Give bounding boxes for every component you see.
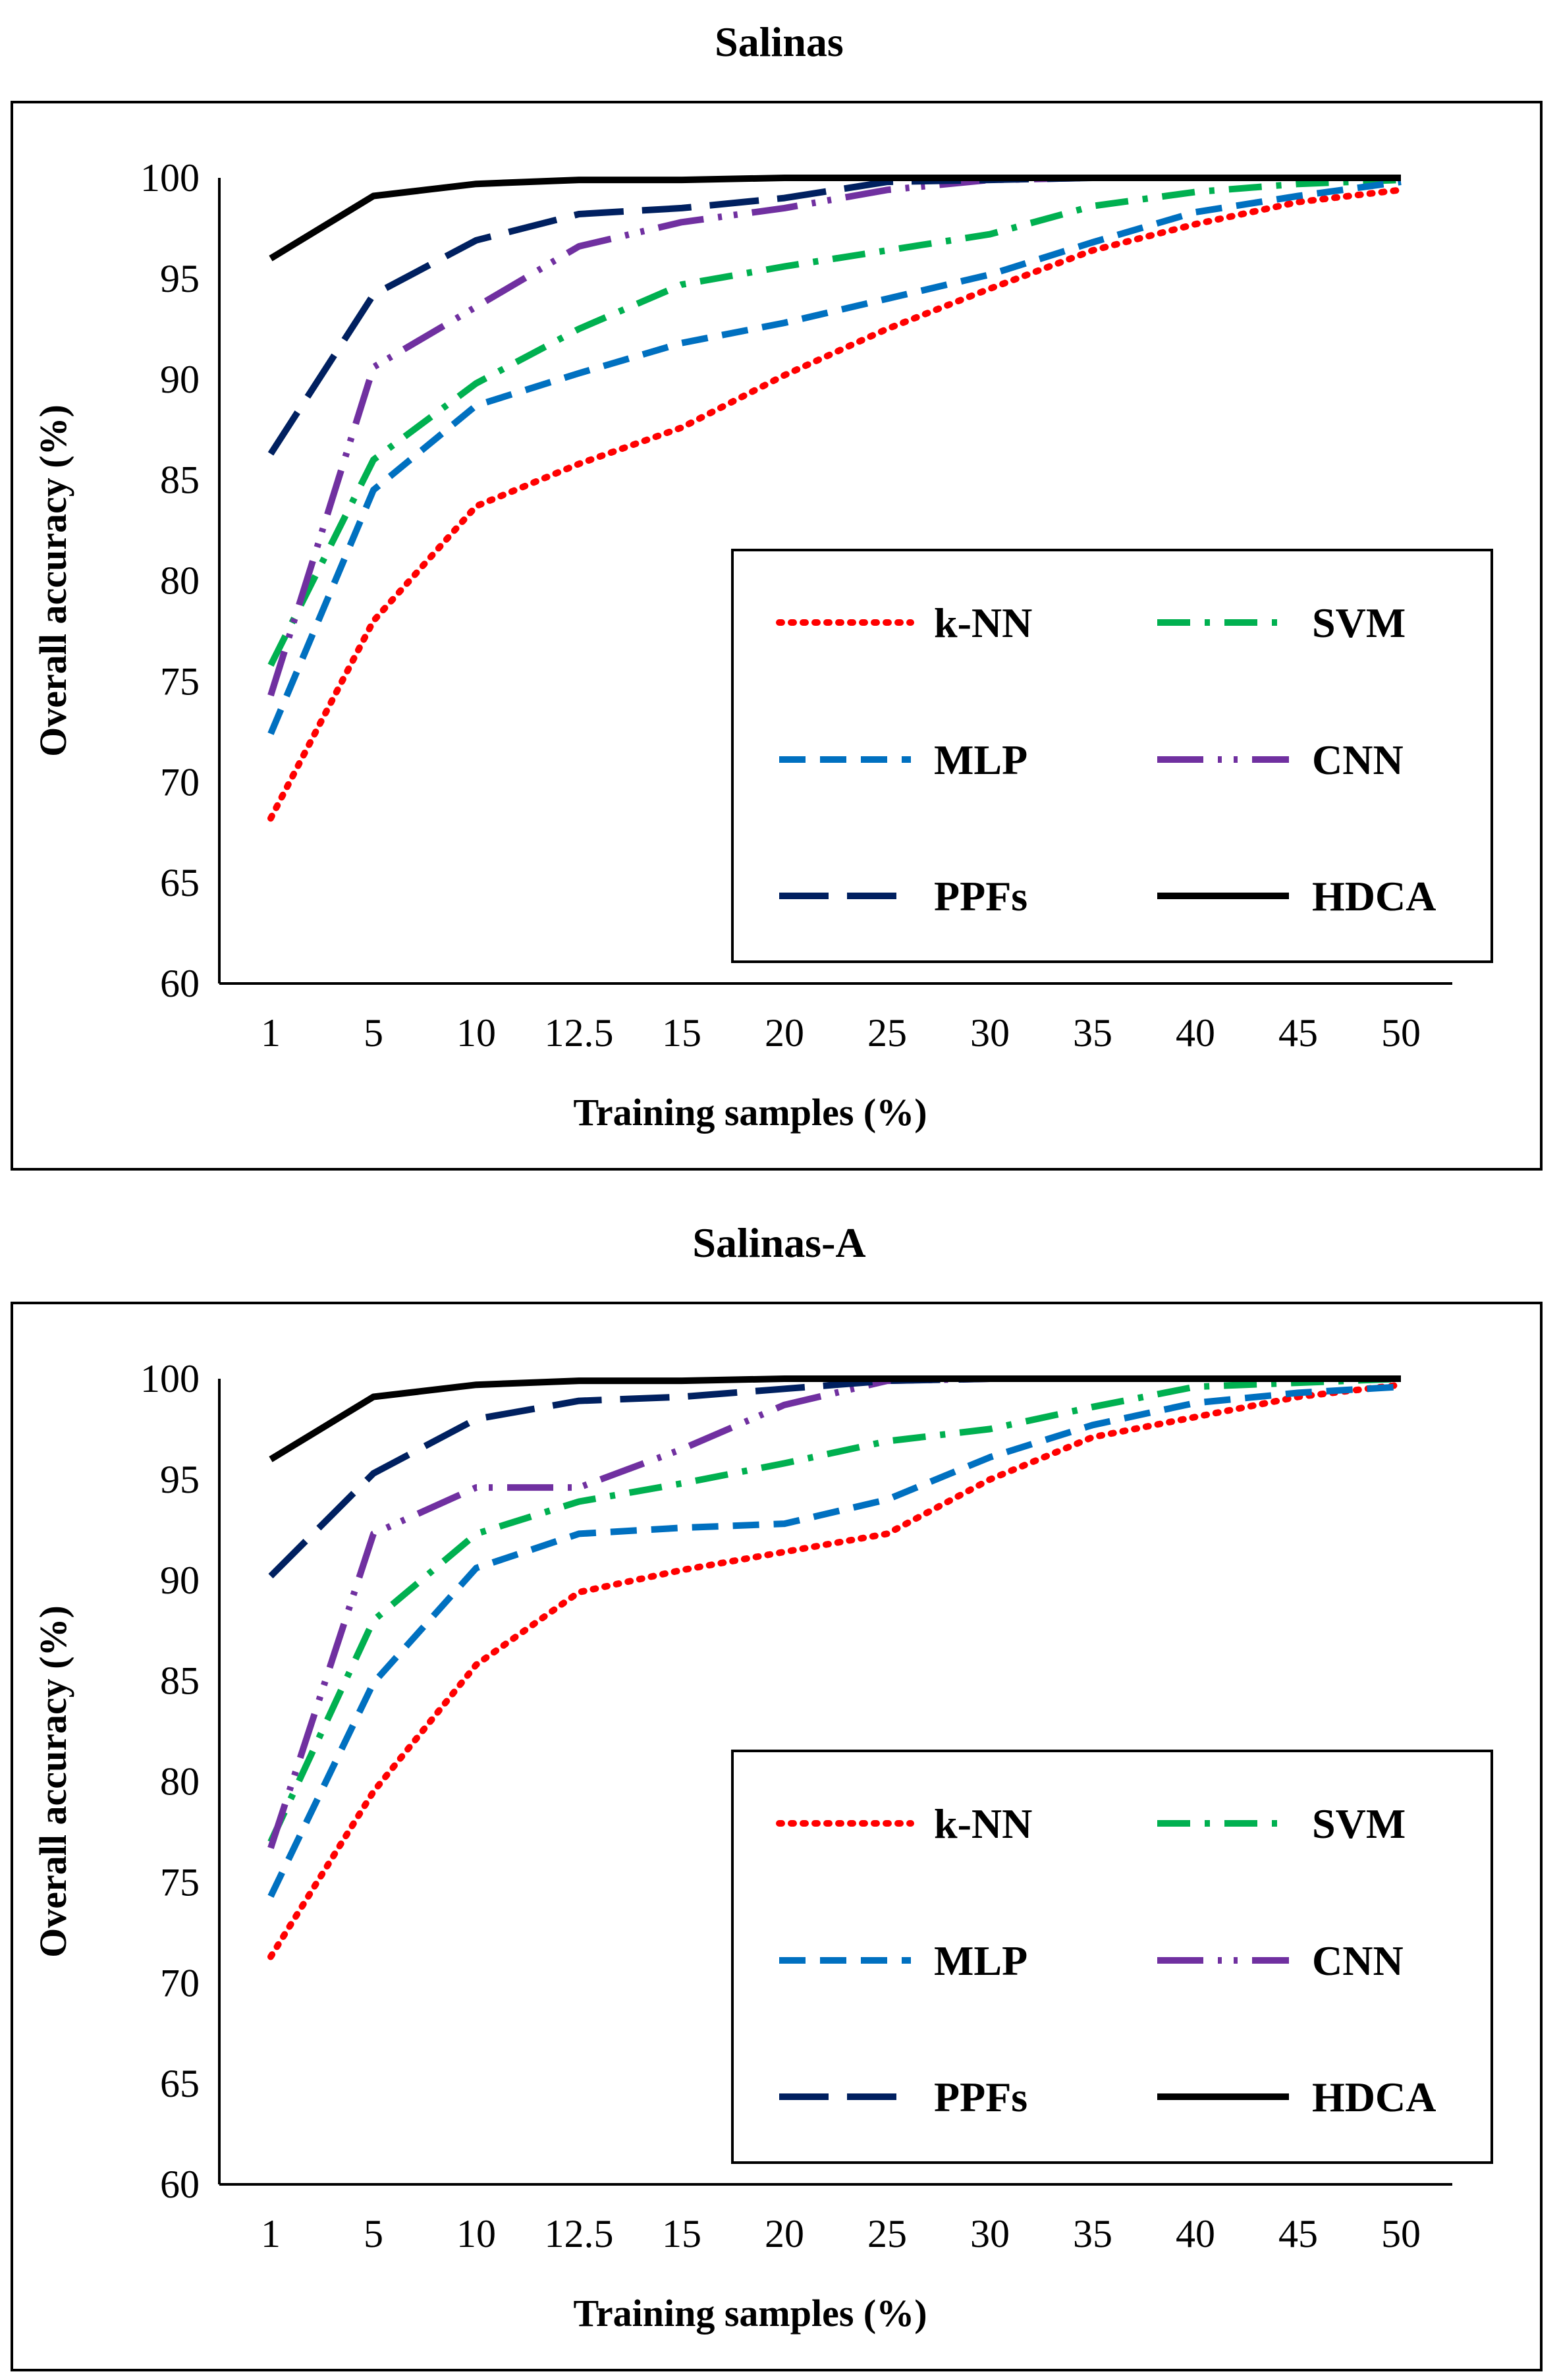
y-tick-label: 60 bbox=[160, 962, 200, 1005]
legend-label-hdca: HDCA bbox=[1312, 873, 1436, 920]
x-tick-label: 12.5 bbox=[545, 1011, 614, 1055]
y-tick-label: 80 bbox=[160, 559, 200, 603]
legend-label-cnn: CNN bbox=[1312, 1937, 1404, 1984]
figure: Salinas60657075808590951001 5 10 12.5 15 20 25… bbox=[0, 0, 1559, 2380]
x-tick-label: 30 bbox=[970, 2212, 1010, 2255]
x-tick-label: 1 bbox=[261, 1011, 281, 1055]
x-axis-label: Training samples (%) bbox=[573, 1091, 927, 1134]
y-tick-label: 95 bbox=[160, 257, 200, 300]
y-tick-label: 75 bbox=[160, 659, 200, 703]
x-tick-label: 25 bbox=[867, 1011, 907, 1055]
x-tick-label: 20 bbox=[765, 1011, 804, 1055]
y-tick-label: 90 bbox=[160, 1559, 200, 1602]
x-tick-label: 40 bbox=[1176, 2212, 1215, 2255]
legend-label-cnn: CNN bbox=[1312, 736, 1404, 783]
y-tick-label: 95 bbox=[160, 1458, 200, 1501]
y-tick-label: 70 bbox=[160, 1961, 200, 2005]
x-tick-label: 35 bbox=[1073, 1011, 1112, 1055]
legend-label-mlp: MLP bbox=[934, 1937, 1027, 1984]
y-tick-label: 90 bbox=[160, 358, 200, 401]
x-tick-label: 12.5 bbox=[545, 2212, 614, 2255]
legend-label-k-nn: k-NN bbox=[934, 599, 1032, 646]
x-tick-label: 35 bbox=[1073, 2212, 1112, 2255]
x-tick-label: 50 bbox=[1381, 1011, 1421, 1055]
x-tick-label: 30 bbox=[970, 1011, 1010, 1055]
y-tick-label: 75 bbox=[160, 1860, 200, 1904]
y-tick-label: 80 bbox=[160, 1760, 200, 1804]
y-axis-label: Overall accuracy (%) bbox=[32, 1605, 74, 1958]
legend-label-ppfs: PPFs bbox=[934, 2074, 1027, 2120]
x-tick-label: 25 bbox=[867, 2212, 907, 2255]
chart-title: Salinas-A bbox=[692, 1219, 865, 1266]
y-tick-label: 65 bbox=[160, 861, 200, 904]
x-tick-label: 40 bbox=[1176, 1011, 1215, 1055]
x-tick-label: 50 bbox=[1381, 2212, 1421, 2255]
y-tick-label: 85 bbox=[160, 458, 200, 502]
y-tick-label: 85 bbox=[160, 1659, 200, 1703]
y-axis-label: Overall accuracy (%) bbox=[32, 404, 74, 757]
x-tick-label: 45 bbox=[1278, 2212, 1318, 2255]
x-tick-label: 5 bbox=[364, 2212, 383, 2255]
x-axis-label: Training samples (%) bbox=[573, 2292, 927, 2335]
y-tick-label: 100 bbox=[140, 156, 200, 200]
x-tick-label: 15 bbox=[662, 1011, 701, 1055]
x-tick-label: 1 bbox=[261, 2212, 281, 2255]
legend-label-svm: SVM bbox=[1312, 599, 1406, 646]
y-tick-label: 100 bbox=[140, 1357, 200, 1400]
legend-label-mlp: MLP bbox=[934, 736, 1027, 783]
chart-title: Salinas bbox=[715, 18, 844, 65]
x-tick-label: 20 bbox=[765, 2212, 804, 2255]
x-tick-label: 15 bbox=[662, 2212, 701, 2255]
legend-label-k-nn: k-NN bbox=[934, 1800, 1032, 1847]
legend-label-svm: SVM bbox=[1312, 1800, 1406, 1847]
y-tick-label: 60 bbox=[160, 2163, 200, 2206]
x-tick-label: 5 bbox=[364, 1011, 383, 1055]
legend-label-ppfs: PPFs bbox=[934, 873, 1027, 920]
x-tick-label: 10 bbox=[456, 1011, 496, 1055]
x-tick-label: 45 bbox=[1278, 1011, 1318, 1055]
y-tick-label: 70 bbox=[160, 760, 200, 804]
y-tick-label: 65 bbox=[160, 2062, 200, 2105]
legend-label-hdca: HDCA bbox=[1312, 2074, 1436, 2120]
x-tick-label: 10 bbox=[456, 2212, 496, 2255]
